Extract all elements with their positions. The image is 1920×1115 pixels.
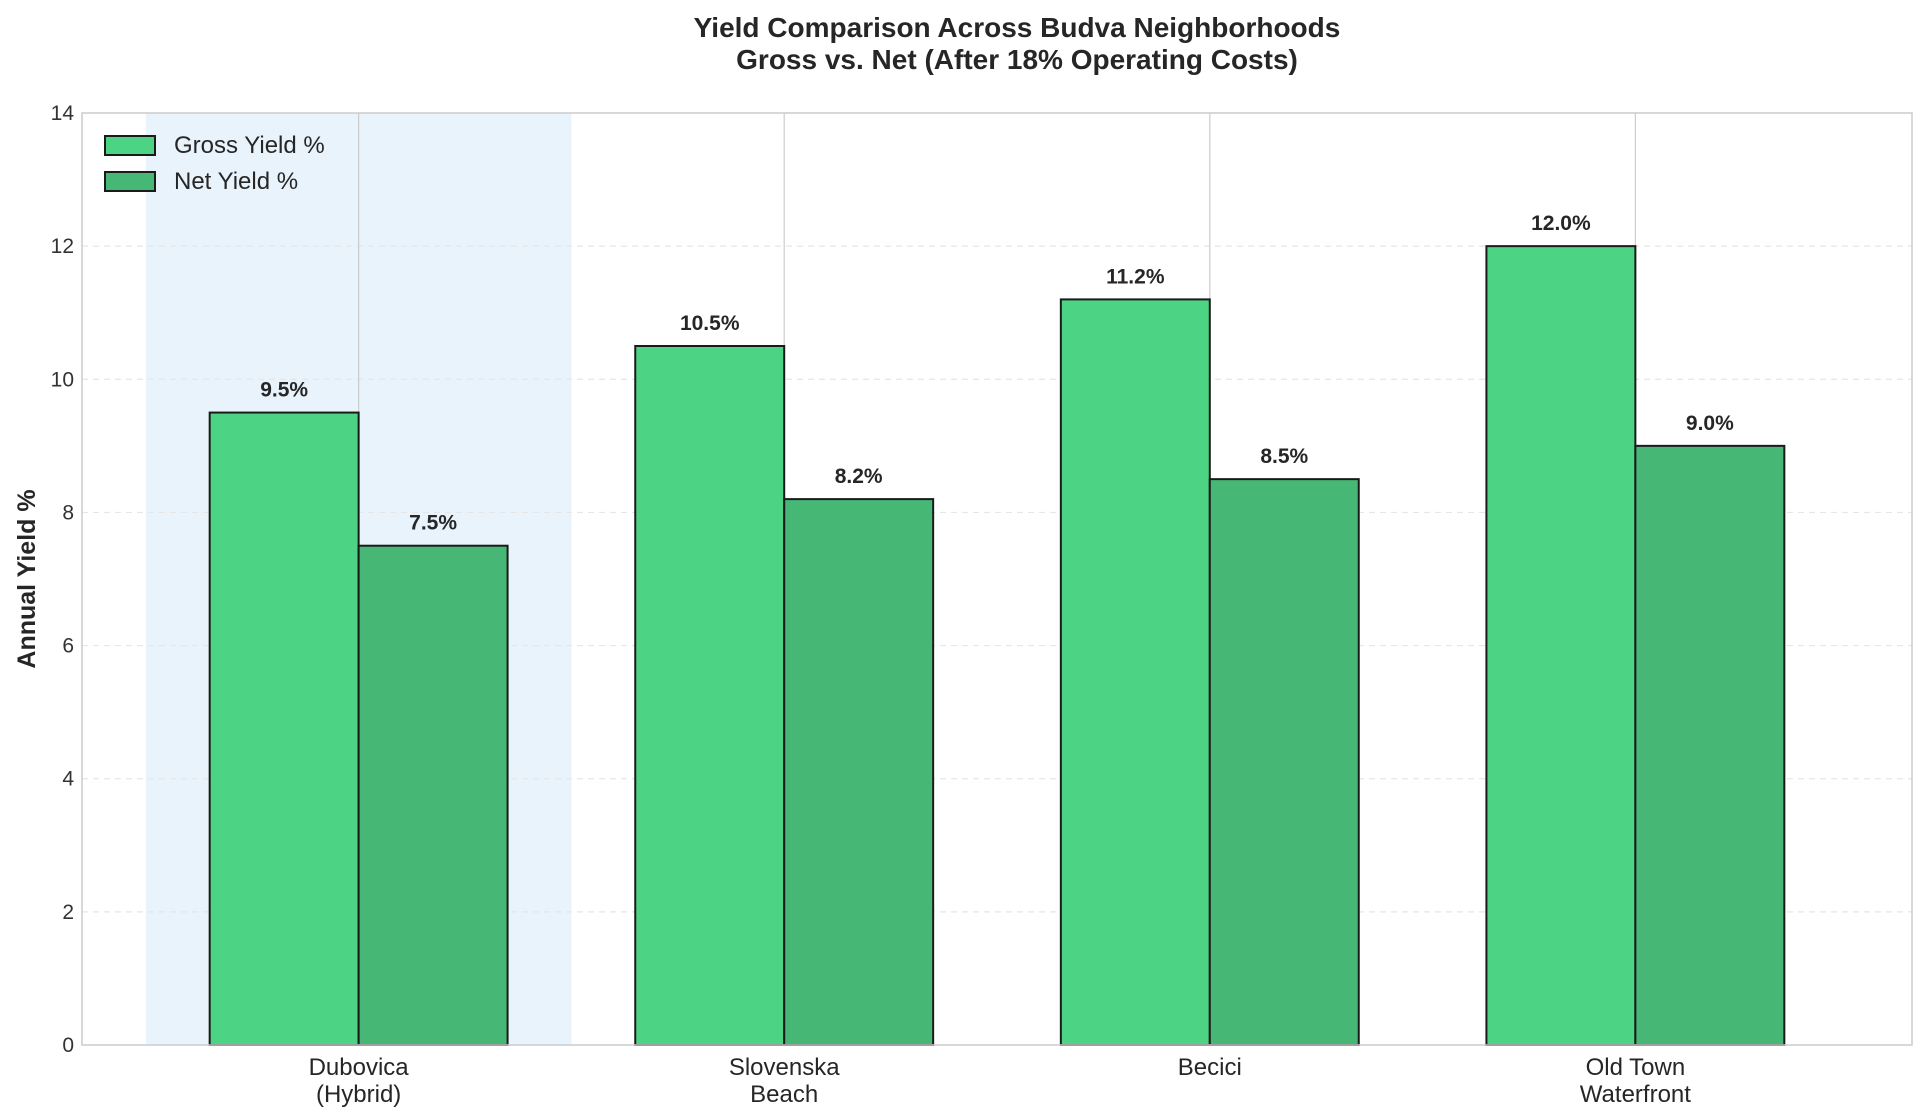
legend-label-net: Net Yield % (174, 168, 298, 195)
x-tick-label-3-1: Waterfront (1580, 1081, 1691, 1108)
value-label-net-1: 8.2% (835, 465, 883, 488)
value-label-gross-3: 12.0% (1531, 212, 1591, 235)
chart-title: Yield Comparison Across Budva Neighborho… (694, 12, 1341, 43)
y-tick-label-0: 0 (62, 1034, 74, 1057)
value-label-net-2: 8.5% (1260, 445, 1308, 468)
y-tick-label-1: 2 (62, 901, 74, 924)
value-label-gross-0: 9.5% (260, 379, 308, 402)
bars (208, 245, 1786, 1047)
bar-gross-2 (1059, 298, 1211, 1046)
value-label-net-0: 7.5% (409, 512, 457, 535)
bar-gross-3 (1485, 245, 1637, 1046)
legend-swatch-gross (104, 135, 156, 156)
x-tick-label-1-0: Slovenska (729, 1054, 840, 1081)
x-tick-label-1-1: Beach (750, 1081, 818, 1108)
value-label-gross-1: 10.5% (680, 312, 740, 335)
value-label-gross-2: 11.2% (1106, 265, 1165, 288)
x-tick-label-2-0: Becici (1178, 1054, 1242, 1081)
plot-frame (81, 112, 1913, 1046)
bar-net-3 (1634, 444, 1786, 1047)
bar-net-0 (357, 544, 509, 1046)
x-tick-label-3-0: Old Town (1586, 1054, 1686, 1081)
y-tick-label-3: 6 (62, 635, 74, 658)
bar-net-1 (783, 498, 935, 1047)
legend-swatch-net (104, 171, 156, 192)
y-tick-label-5: 10 (51, 368, 74, 391)
y-tick-label-2: 4 (62, 768, 74, 791)
axes: 0 2 4 6 8 10 12 14 Dubovica(Hybrid) SlovenskaBeac… (13, 102, 1913, 1108)
bar-gross-0 (208, 411, 360, 1047)
bar-net-2 (1208, 478, 1360, 1046)
chart-subtitle: Gross vs. Net (After 18% Operating Costs… (736, 44, 1298, 75)
legend: Gross Yield % Net Yield % (104, 132, 325, 195)
legend-label-gross: Gross Yield % (174, 132, 325, 159)
x-tick-label-0-1: (Hybrid) (316, 1081, 401, 1108)
y-tick-label-7: 14 (51, 102, 75, 125)
labels: 9.5% 7.5% 10.5% 8.2% 11.2% 8.5% 12.0% 9.0% Yield… (260, 12, 1734, 535)
x-tick-label-0-0: Dubovica (309, 1054, 410, 1081)
bar-gross-1 (634, 345, 786, 1046)
y-tick-label-4: 8 (62, 501, 74, 524)
y-tick-label-6: 12 (51, 235, 74, 258)
value-label-net-3: 9.0% (1686, 412, 1734, 435)
y-axis-label: Annual Yield % (13, 489, 41, 668)
